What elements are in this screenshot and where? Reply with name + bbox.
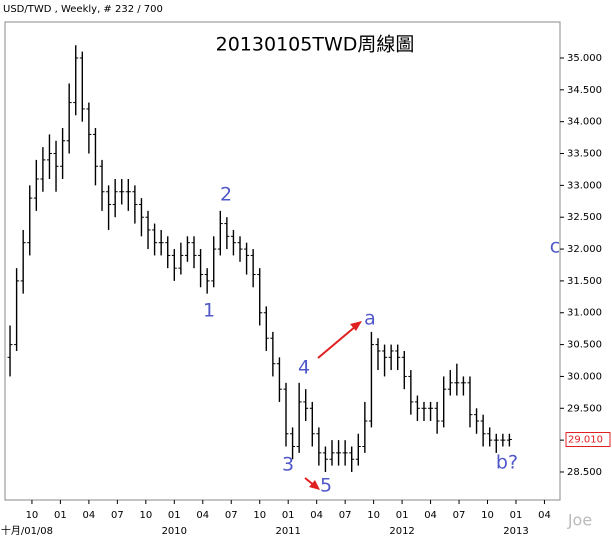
x-major-label: 2012 [389, 526, 414, 537]
wave-label: 1 [203, 300, 215, 322]
arrow-head [309, 480, 320, 490]
x-tick-label: 10 [139, 510, 152, 521]
x-tick-label: 04 [310, 510, 323, 521]
last-price-box [565, 431, 611, 447]
x-tick-label: 01 [54, 510, 67, 521]
last-price-label: 29.010 [568, 434, 603, 445]
wave-label: b? [496, 452, 518, 474]
x-major-label: 2010 [162, 526, 187, 537]
arrow-head [350, 321, 362, 331]
x-tick-label: 01 [168, 510, 181, 521]
y-tick-label: 32.000 [567, 244, 602, 255]
wave-label: 4 [298, 357, 310, 379]
chart-title: 20130105TWD周線圖 [216, 34, 415, 56]
y-tick-label: 32.500 [567, 212, 602, 223]
x-major-label: 十月/01/08 [1, 524, 53, 537]
x-tick-label: 07 [453, 510, 466, 521]
y-tick-label: 29.500 [567, 403, 602, 414]
wave-label: 5 [320, 475, 332, 497]
plot-frame [4, 21, 561, 501]
y-tick-label: 34.000 [567, 117, 602, 128]
wave-label: c [550, 236, 560, 258]
y-tick-label: 30.500 [567, 340, 602, 351]
y-tick-label: 30.000 [567, 371, 602, 382]
header: USD/TWD , Weekly, # 232 / 700 [3, 4, 163, 15]
x-tick-label: 07 [111, 510, 124, 521]
x-tick-label: 01 [396, 510, 409, 521]
wave-label: 2 [220, 184, 232, 206]
y-tick-label: 35.000 [567, 53, 602, 64]
x-tick-label: 10 [253, 510, 266, 521]
y-tick-label: 31.500 [567, 276, 602, 287]
x-tick-label: 04 [196, 510, 209, 521]
x-tick-label: 04 [424, 510, 437, 521]
x-major-label: 2013 [503, 526, 528, 537]
x-tick-label: 01 [282, 510, 295, 521]
wave-label: a [364, 308, 376, 330]
x-tick-label: 04 [538, 510, 551, 521]
x-tick-label: 04 [83, 510, 96, 521]
x-tick-label: 10 [26, 510, 39, 521]
y-tick-label: 28.500 [567, 467, 602, 478]
x-major-label: 2011 [275, 526, 300, 537]
x-tick-label: 07 [339, 510, 352, 521]
wave-label: 3 [282, 454, 294, 476]
y-tick-label: 34.500 [567, 85, 602, 96]
watermark: Joe [567, 511, 592, 530]
y-tick-label: 33.500 [567, 149, 602, 160]
x-tick-label: 10 [481, 510, 494, 521]
y-tick-label: 31.000 [567, 308, 602, 319]
x-tick-label: 07 [225, 510, 238, 521]
arrow [317, 325, 357, 359]
x-tick-label: 10 [367, 510, 380, 521]
y-tick-label: 33.000 [567, 180, 602, 191]
x-tick-label: 01 [510, 510, 523, 521]
